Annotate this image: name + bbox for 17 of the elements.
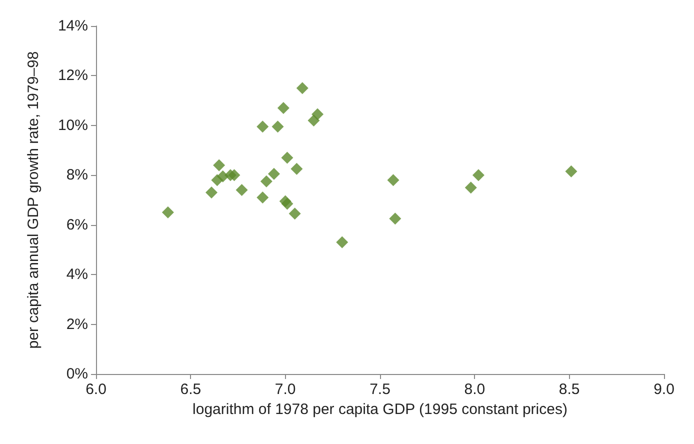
y-tick-label: 10% <box>58 116 88 134</box>
y-tick-label: 14% <box>58 18 88 34</box>
y-tick-label: 6% <box>66 216 88 234</box>
y-axis-title: per capita annual GDP growth rate, 1979–98 <box>25 51 42 349</box>
y-tick-label: 2% <box>66 316 88 333</box>
y-tick-label: 0% <box>66 366 88 382</box>
x-tick-label: 7.5 <box>370 381 390 398</box>
x-tick-label: 6.5 <box>180 381 202 398</box>
y-tick-label: 8% <box>66 166 88 184</box>
x-tick-label: 8.0 <box>464 381 486 398</box>
y-tick-label: 12% <box>58 67 88 84</box>
x-tick-label: 7.0 <box>274 381 296 398</box>
x-tick-label: 8.5 <box>558 381 580 398</box>
x-tick-label: 9.0 <box>654 381 674 398</box>
y-tick-label: 4% <box>66 266 88 284</box>
x-tick-label: 6.0 <box>86 381 106 398</box>
x-axis-title: logarithm of 1978 per capita GDP (1995 constant prices) <box>192 401 568 418</box>
